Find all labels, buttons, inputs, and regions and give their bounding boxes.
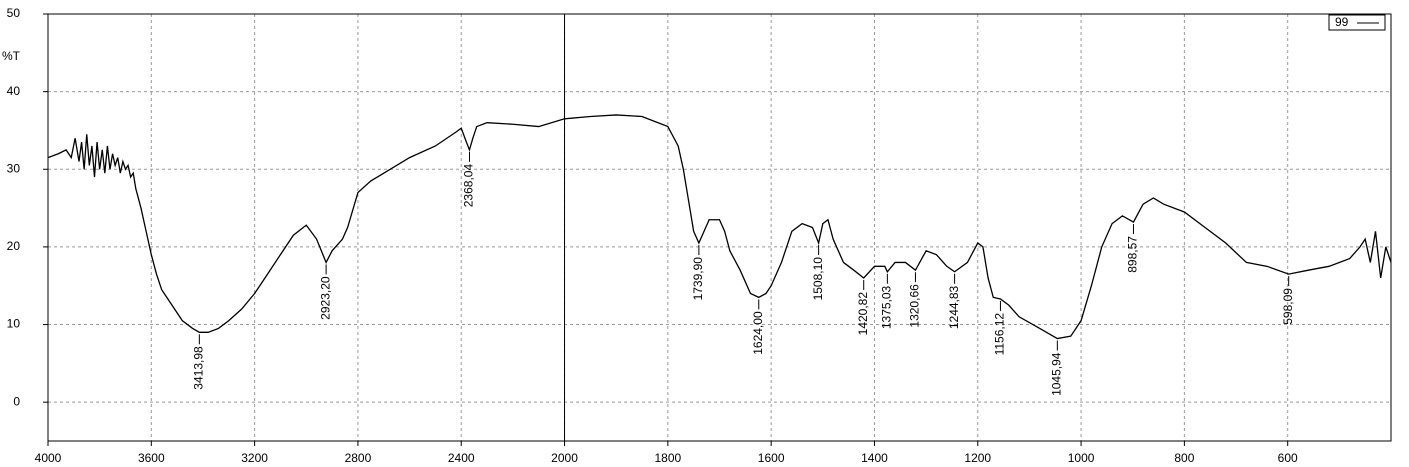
x-tick-label: 3200 [241,451,268,465]
y-tick-label: 20 [7,239,21,253]
plot-frame [47,13,1392,442]
x-tick-label: 1400 [861,451,888,465]
spectrum-line [47,114,1392,340]
y-tick-label: 40 [7,84,21,98]
peak-label: 898,57 [1126,236,1140,273]
peak-label: 598,09 [1281,288,1295,325]
peak-label: 3413,98 [192,346,206,390]
legend-label: 99 [1335,15,1349,29]
x-tick-label: 1200 [964,451,991,465]
peak-label: 1739,90 [691,257,705,301]
x-tick-label: 1600 [758,451,785,465]
x-tick-label: 3600 [138,451,165,465]
peak-label: 1420,82 [856,292,870,336]
x-tick-label: 1800 [654,451,681,465]
peak-label: 1244,83 [947,285,961,329]
peak-label: 1508,10 [811,257,825,301]
peak-label: 1045,94 [1050,352,1064,396]
x-tick-label: 600 [1278,451,1298,465]
x-tick-label: 4000 [35,451,62,465]
y-tick-label: 50 [7,6,21,20]
x-tick-label: 2000 [551,451,578,465]
peak-label: 2368,04 [462,164,476,208]
peak-label: 1320,66 [908,284,922,328]
y-axis-label: %T [2,49,21,63]
x-tick-label: 2800 [345,451,372,465]
peak-label: 1624,00 [751,311,765,355]
x-tick-label: 1000 [1068,451,1095,465]
x-tick-label: 800 [1174,451,1194,465]
peak-label: 1156,12 [993,313,1007,356]
y-tick-label: 30 [7,161,21,175]
x-tick-label: 2400 [448,451,475,465]
y-tick-label: 10 [7,317,21,331]
peak-label: 2923,20 [318,276,332,320]
peak-label: 1375,03 [880,285,894,329]
y-tick-label: 0 [13,394,20,408]
